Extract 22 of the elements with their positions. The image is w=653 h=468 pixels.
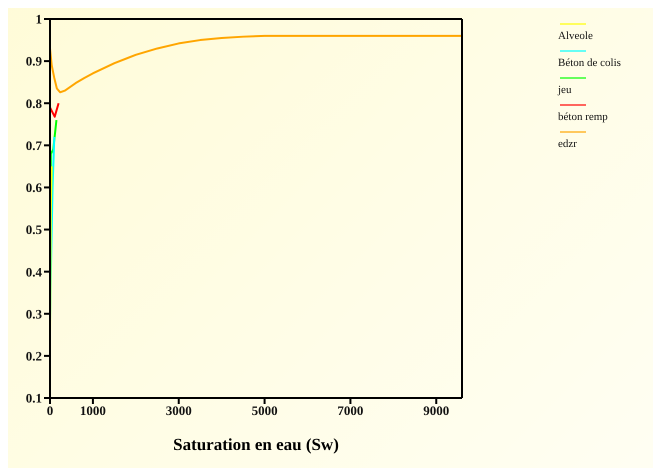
x-tick-label: 7000 bbox=[337, 403, 364, 418]
x-tick-label: 9000 bbox=[423, 403, 450, 418]
y-tick-label: 0.7 bbox=[26, 138, 42, 153]
x-axis-title: Saturation en eau (Sw) bbox=[173, 435, 339, 454]
x-tick-label: 0 bbox=[46, 403, 54, 418]
legend-label: edzr bbox=[558, 138, 578, 150]
legend-label: jeu bbox=[558, 84, 572, 96]
y-tick-label: 1 bbox=[36, 12, 42, 27]
legend-label: Alveole bbox=[558, 30, 594, 42]
x-tick-label: 5000 bbox=[252, 403, 278, 418]
legend-label: béton remp bbox=[558, 111, 609, 123]
y-tick-label: 0.8 bbox=[26, 96, 42, 111]
x-tick-label: 3000 bbox=[166, 403, 192, 418]
x-tick-label: 1000 bbox=[80, 403, 106, 418]
y-tick-label: 0.5 bbox=[26, 222, 42, 238]
y-tick-label: 0.9 bbox=[26, 54, 42, 69]
y-tick-label: 0.2 bbox=[26, 348, 42, 364]
y-tick-label: 0.6 bbox=[26, 180, 42, 196]
y-tick-label: 0.4 bbox=[26, 264, 42, 280]
y-tick-label: 0.1 bbox=[26, 390, 42, 406]
y-tick-label: 0.3 bbox=[26, 306, 42, 322]
legend-label: Béton de colis bbox=[558, 57, 622, 69]
